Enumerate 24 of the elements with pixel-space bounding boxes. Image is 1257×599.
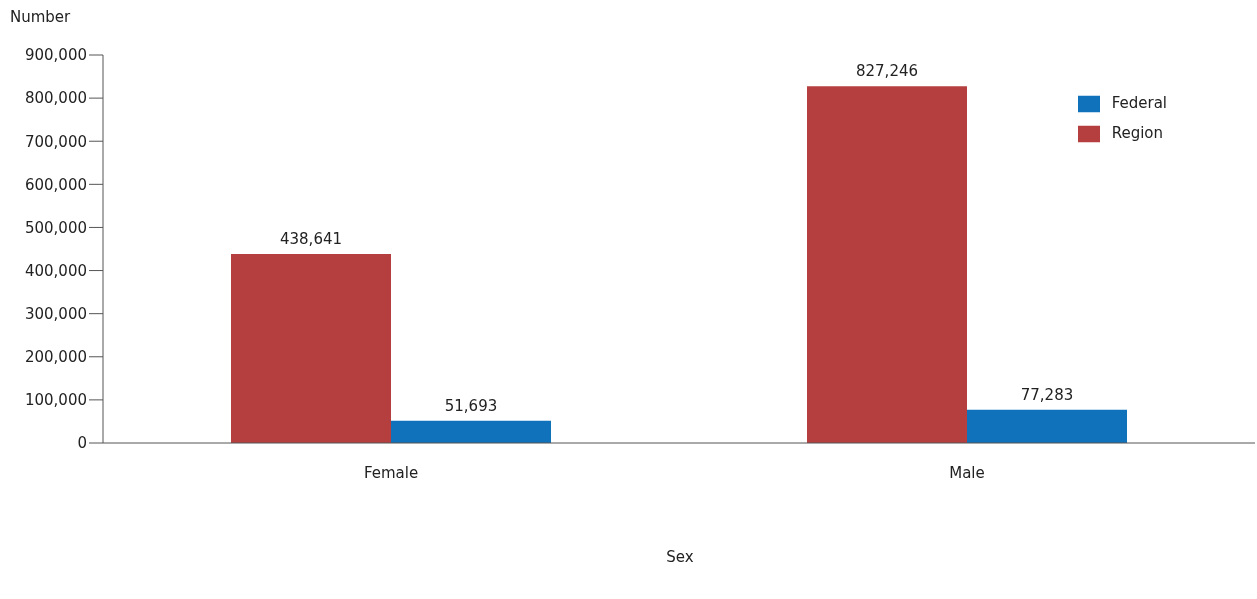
bar [231, 253, 391, 443]
y-tick-label: 600,000 [24, 175, 87, 194]
data-label: 438,641 [279, 229, 343, 248]
bar [391, 420, 551, 443]
legend-label: Region [1111, 124, 1164, 142]
x-tick-label: Female [363, 463, 419, 482]
y-tick-label: 700,000 [24, 132, 87, 151]
y-tick-label: 100,000 [24, 391, 87, 410]
y-tick-label: 500,000 [24, 218, 87, 237]
data-label: 77,283 [1020, 385, 1074, 404]
data-label: 51,693 [444, 396, 498, 415]
y-tick-label: 400,000 [24, 261, 87, 280]
data-label: 827,246 [855, 62, 919, 81]
x-axis-title: Sex [665, 548, 695, 566]
y-tick-label: 0 [77, 434, 87, 453]
x-tick-label: Male [949, 463, 985, 482]
y-tick-label: 900,000 [24, 46, 87, 65]
y-tick-label: 200,000 [24, 348, 87, 367]
y-tick-label: 800,000 [24, 89, 87, 108]
legend-label: Federal [1111, 94, 1167, 112]
y-axis-title: Number [10, 8, 71, 26]
bar [807, 86, 967, 443]
y-tick-label: 300,000 [24, 304, 87, 323]
bar [967, 409, 1127, 443]
